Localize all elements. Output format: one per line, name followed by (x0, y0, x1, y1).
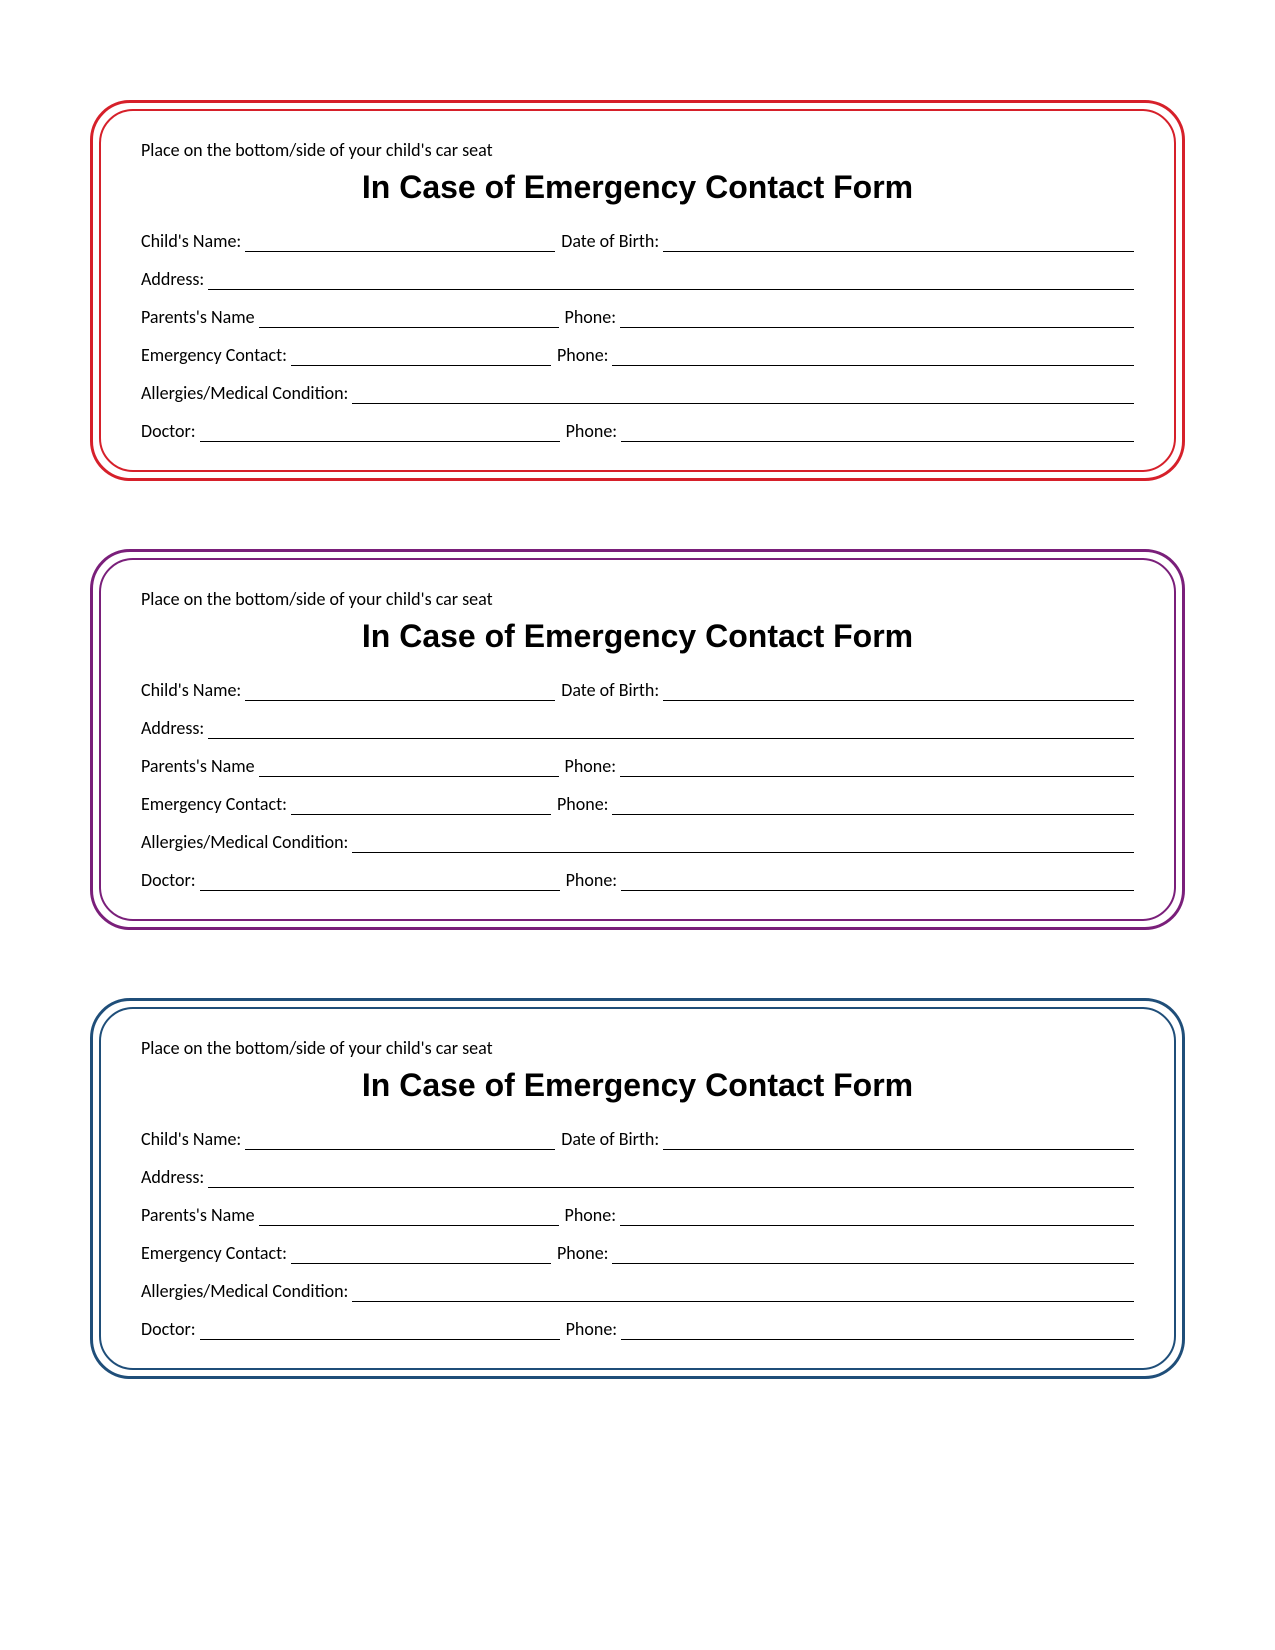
line-allergies[interactable] (352, 386, 1134, 404)
line-address[interactable] (208, 721, 1134, 739)
label-phone-emergency: Phone: (551, 344, 612, 366)
label-child-name: Child's Name: (141, 1128, 245, 1150)
label-allergies: Allergies/Medical Condition: (141, 382, 352, 404)
line-phone-parents[interactable] (620, 310, 1134, 328)
label-parents-name: Parents's Name (141, 1204, 259, 1226)
line-emergency-contact[interactable] (291, 1246, 551, 1264)
row-parents-phone: Parents's Name Phone: (141, 1204, 1134, 1226)
label-dob: Date of Birth: (555, 230, 663, 252)
line-doctor[interactable] (200, 873, 560, 891)
label-dob: Date of Birth: (555, 1128, 663, 1150)
line-parents-name[interactable] (259, 310, 559, 328)
label-address: Address: (141, 1166, 208, 1188)
card-border-gap: Place on the bottom/side of your child's… (96, 555, 1179, 924)
label-phone-emergency: Phone: (551, 1242, 612, 1264)
label-phone-doctor: Phone: (560, 420, 621, 442)
row-child-dob: Child's Name: Date of Birth: (141, 1128, 1134, 1150)
label-child-name: Child's Name: (141, 230, 245, 252)
line-parents-name[interactable] (259, 1208, 559, 1226)
card-border-outer: Place on the bottom/side of your child's… (90, 100, 1185, 481)
line-phone-emergency[interactable] (612, 797, 1134, 815)
line-dob[interactable] (663, 1132, 1134, 1150)
label-phone-parents: Phone: (559, 1204, 620, 1226)
label-parents-name: Parents's Name (141, 755, 259, 777)
line-phone-parents[interactable] (620, 759, 1134, 777)
card-border-outer: Place on the bottom/side of your child's… (90, 998, 1185, 1379)
line-doctor[interactable] (200, 424, 560, 442)
label-phone-parents: Phone: (559, 755, 620, 777)
line-allergies[interactable] (352, 1284, 1134, 1302)
emergency-card-purple: Place on the bottom/side of your child's… (90, 549, 1185, 930)
instruction-text: Place on the bottom/side of your child's… (141, 1037, 1134, 1059)
row-emergency-phone: Emergency Contact: Phone: (141, 344, 1134, 366)
label-phone-emergency: Phone: (551, 793, 612, 815)
row-address: Address: (141, 1166, 1134, 1188)
card-border-inner: Place on the bottom/side of your child's… (99, 558, 1176, 921)
line-dob[interactable] (663, 234, 1134, 252)
line-parents-name[interactable] (259, 759, 559, 777)
line-allergies[interactable] (352, 835, 1134, 853)
line-address[interactable] (208, 272, 1134, 290)
line-address[interactable] (208, 1170, 1134, 1188)
label-parents-name: Parents's Name (141, 306, 259, 328)
label-phone-doctor: Phone: (560, 1318, 621, 1340)
line-phone-doctor[interactable] (621, 873, 1134, 891)
row-parents-phone: Parents's Name Phone: (141, 306, 1134, 328)
label-allergies: Allergies/Medical Condition: (141, 1280, 352, 1302)
row-address: Address: (141, 268, 1134, 290)
card-border-gap: Place on the bottom/side of your child's… (96, 1004, 1179, 1373)
line-phone-parents[interactable] (620, 1208, 1134, 1226)
line-doctor[interactable] (200, 1322, 560, 1340)
label-phone-doctor: Phone: (560, 869, 621, 891)
row-doctor-phone: Doctor: Phone: (141, 420, 1134, 442)
instruction-text: Place on the bottom/side of your child's… (141, 139, 1134, 161)
label-doctor: Doctor: (141, 869, 200, 891)
row-allergies: Allergies/Medical Condition: (141, 831, 1134, 853)
row-doctor-phone: Doctor: Phone: (141, 1318, 1134, 1340)
label-doctor: Doctor: (141, 420, 200, 442)
label-child-name: Child's Name: (141, 679, 245, 701)
row-doctor-phone: Doctor: Phone: (141, 869, 1134, 891)
emergency-card-red: Place on the bottom/side of your child's… (90, 100, 1185, 481)
line-dob[interactable] (663, 683, 1134, 701)
card-border-inner: Place on the bottom/side of your child's… (99, 1007, 1176, 1370)
label-address: Address: (141, 268, 208, 290)
line-phone-doctor[interactable] (621, 424, 1134, 442)
line-emergency-contact[interactable] (291, 348, 551, 366)
emergency-card-blue: Place on the bottom/side of your child's… (90, 998, 1185, 1379)
form-title: In Case of Emergency Contact Form (141, 618, 1134, 655)
line-phone-emergency[interactable] (612, 348, 1134, 366)
row-emergency-phone: Emergency Contact: Phone: (141, 793, 1134, 815)
line-child-name[interactable] (245, 234, 555, 252)
row-child-dob: Child's Name: Date of Birth: (141, 230, 1134, 252)
line-phone-doctor[interactable] (621, 1322, 1134, 1340)
row-allergies: Allergies/Medical Condition: (141, 1280, 1134, 1302)
label-dob: Date of Birth: (555, 679, 663, 701)
page: Place on the bottom/side of your child's… (0, 0, 1275, 1650)
row-parents-phone: Parents's Name Phone: (141, 755, 1134, 777)
row-child-dob: Child's Name: Date of Birth: (141, 679, 1134, 701)
form-title: In Case of Emergency Contact Form (141, 1067, 1134, 1104)
label-emergency-contact: Emergency Contact: (141, 793, 291, 815)
label-phone-parents: Phone: (559, 306, 620, 328)
line-phone-emergency[interactable] (612, 1246, 1134, 1264)
label-emergency-contact: Emergency Contact: (141, 1242, 291, 1264)
card-border-gap: Place on the bottom/side of your child's… (96, 106, 1179, 475)
label-doctor: Doctor: (141, 1318, 200, 1340)
line-child-name[interactable] (245, 683, 555, 701)
form-title: In Case of Emergency Contact Form (141, 169, 1134, 206)
instruction-text: Place on the bottom/side of your child's… (141, 588, 1134, 610)
label-allergies: Allergies/Medical Condition: (141, 831, 352, 853)
row-emergency-phone: Emergency Contact: Phone: (141, 1242, 1134, 1264)
label-address: Address: (141, 717, 208, 739)
row-address: Address: (141, 717, 1134, 739)
card-border-inner: Place on the bottom/side of your child's… (99, 109, 1176, 472)
line-child-name[interactable] (245, 1132, 555, 1150)
label-emergency-contact: Emergency Contact: (141, 344, 291, 366)
card-border-outer: Place on the bottom/side of your child's… (90, 549, 1185, 930)
line-emergency-contact[interactable] (291, 797, 551, 815)
row-allergies: Allergies/Medical Condition: (141, 382, 1134, 404)
